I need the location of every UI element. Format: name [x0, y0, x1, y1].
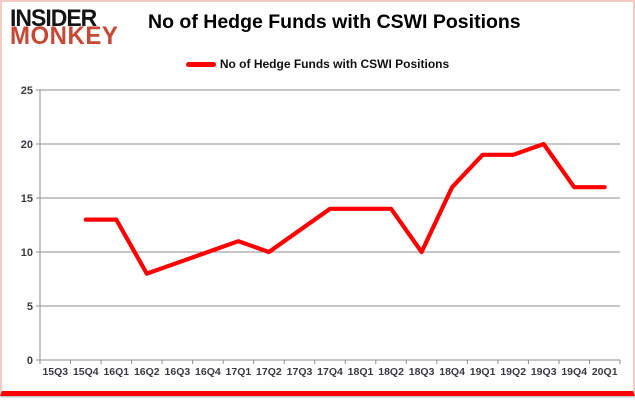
y-axis-label: 25	[21, 85, 33, 97]
legend: No of Hedge Funds with CSWI Positions	[2, 57, 633, 71]
x-axis-label: 17Q4	[317, 366, 343, 378]
y-axis-label: 0	[27, 355, 33, 367]
series-line	[83, 141, 607, 276]
x-axis-label: 18Q2	[378, 366, 404, 378]
x-axis-label: 16Q2	[134, 366, 160, 378]
line-chart: 0 5 10 15 20 25 15Q3 15Q4 16Q1 16Q2 16Q3 16Q4 17Q1 17…	[21, 85, 621, 378]
x-axis-label: 19Q2	[500, 366, 526, 378]
y-axis-label: 20	[21, 139, 33, 151]
x-axis-label: 18Q3	[409, 366, 435, 378]
legend-label: No of Hedge Funds with CSWI Positions	[219, 57, 450, 71]
y-axis-label: 5	[27, 301, 33, 313]
y-axis-label: 15	[21, 193, 33, 205]
x-axis-label: 17Q3	[287, 366, 313, 378]
x-axis-label: 17Q2	[256, 366, 282, 378]
x-axis-label: 17Q1	[226, 366, 252, 378]
chart-title: No of Hedge Funds with CSWI Positions	[148, 11, 521, 33]
x-axis-label: 16Q3	[165, 366, 191, 378]
y-axis-label: 10	[21, 247, 33, 259]
x-axis-label: 19Q4	[561, 366, 587, 378]
logo-text-insider: INSIDER	[10, 3, 97, 32]
chart-widget-frame: INSIDER MONKEY No of Hedge Funds with CS…	[0, 0, 635, 396]
logo-text-monkey: MONKEY	[10, 21, 119, 50]
x-axis-label: 16Q1	[103, 366, 129, 378]
x-axis-label: 19Q3	[531, 366, 557, 378]
x-axis-label: 15Q4	[73, 366, 99, 378]
insider-monkey-logo: INSIDER MONKEY	[10, 3, 119, 50]
x-axis-label: 19Q1	[470, 366, 496, 378]
x-axis-label: 18Q4	[439, 366, 465, 378]
x-axis-label: 20Q1	[592, 366, 618, 378]
legend-line-swatch	[185, 61, 216, 67]
x-axis-label: 16Q4	[195, 366, 221, 378]
x-axis-label: 18Q1	[348, 366, 374, 378]
x-axis-label: 15Q3	[42, 366, 68, 378]
